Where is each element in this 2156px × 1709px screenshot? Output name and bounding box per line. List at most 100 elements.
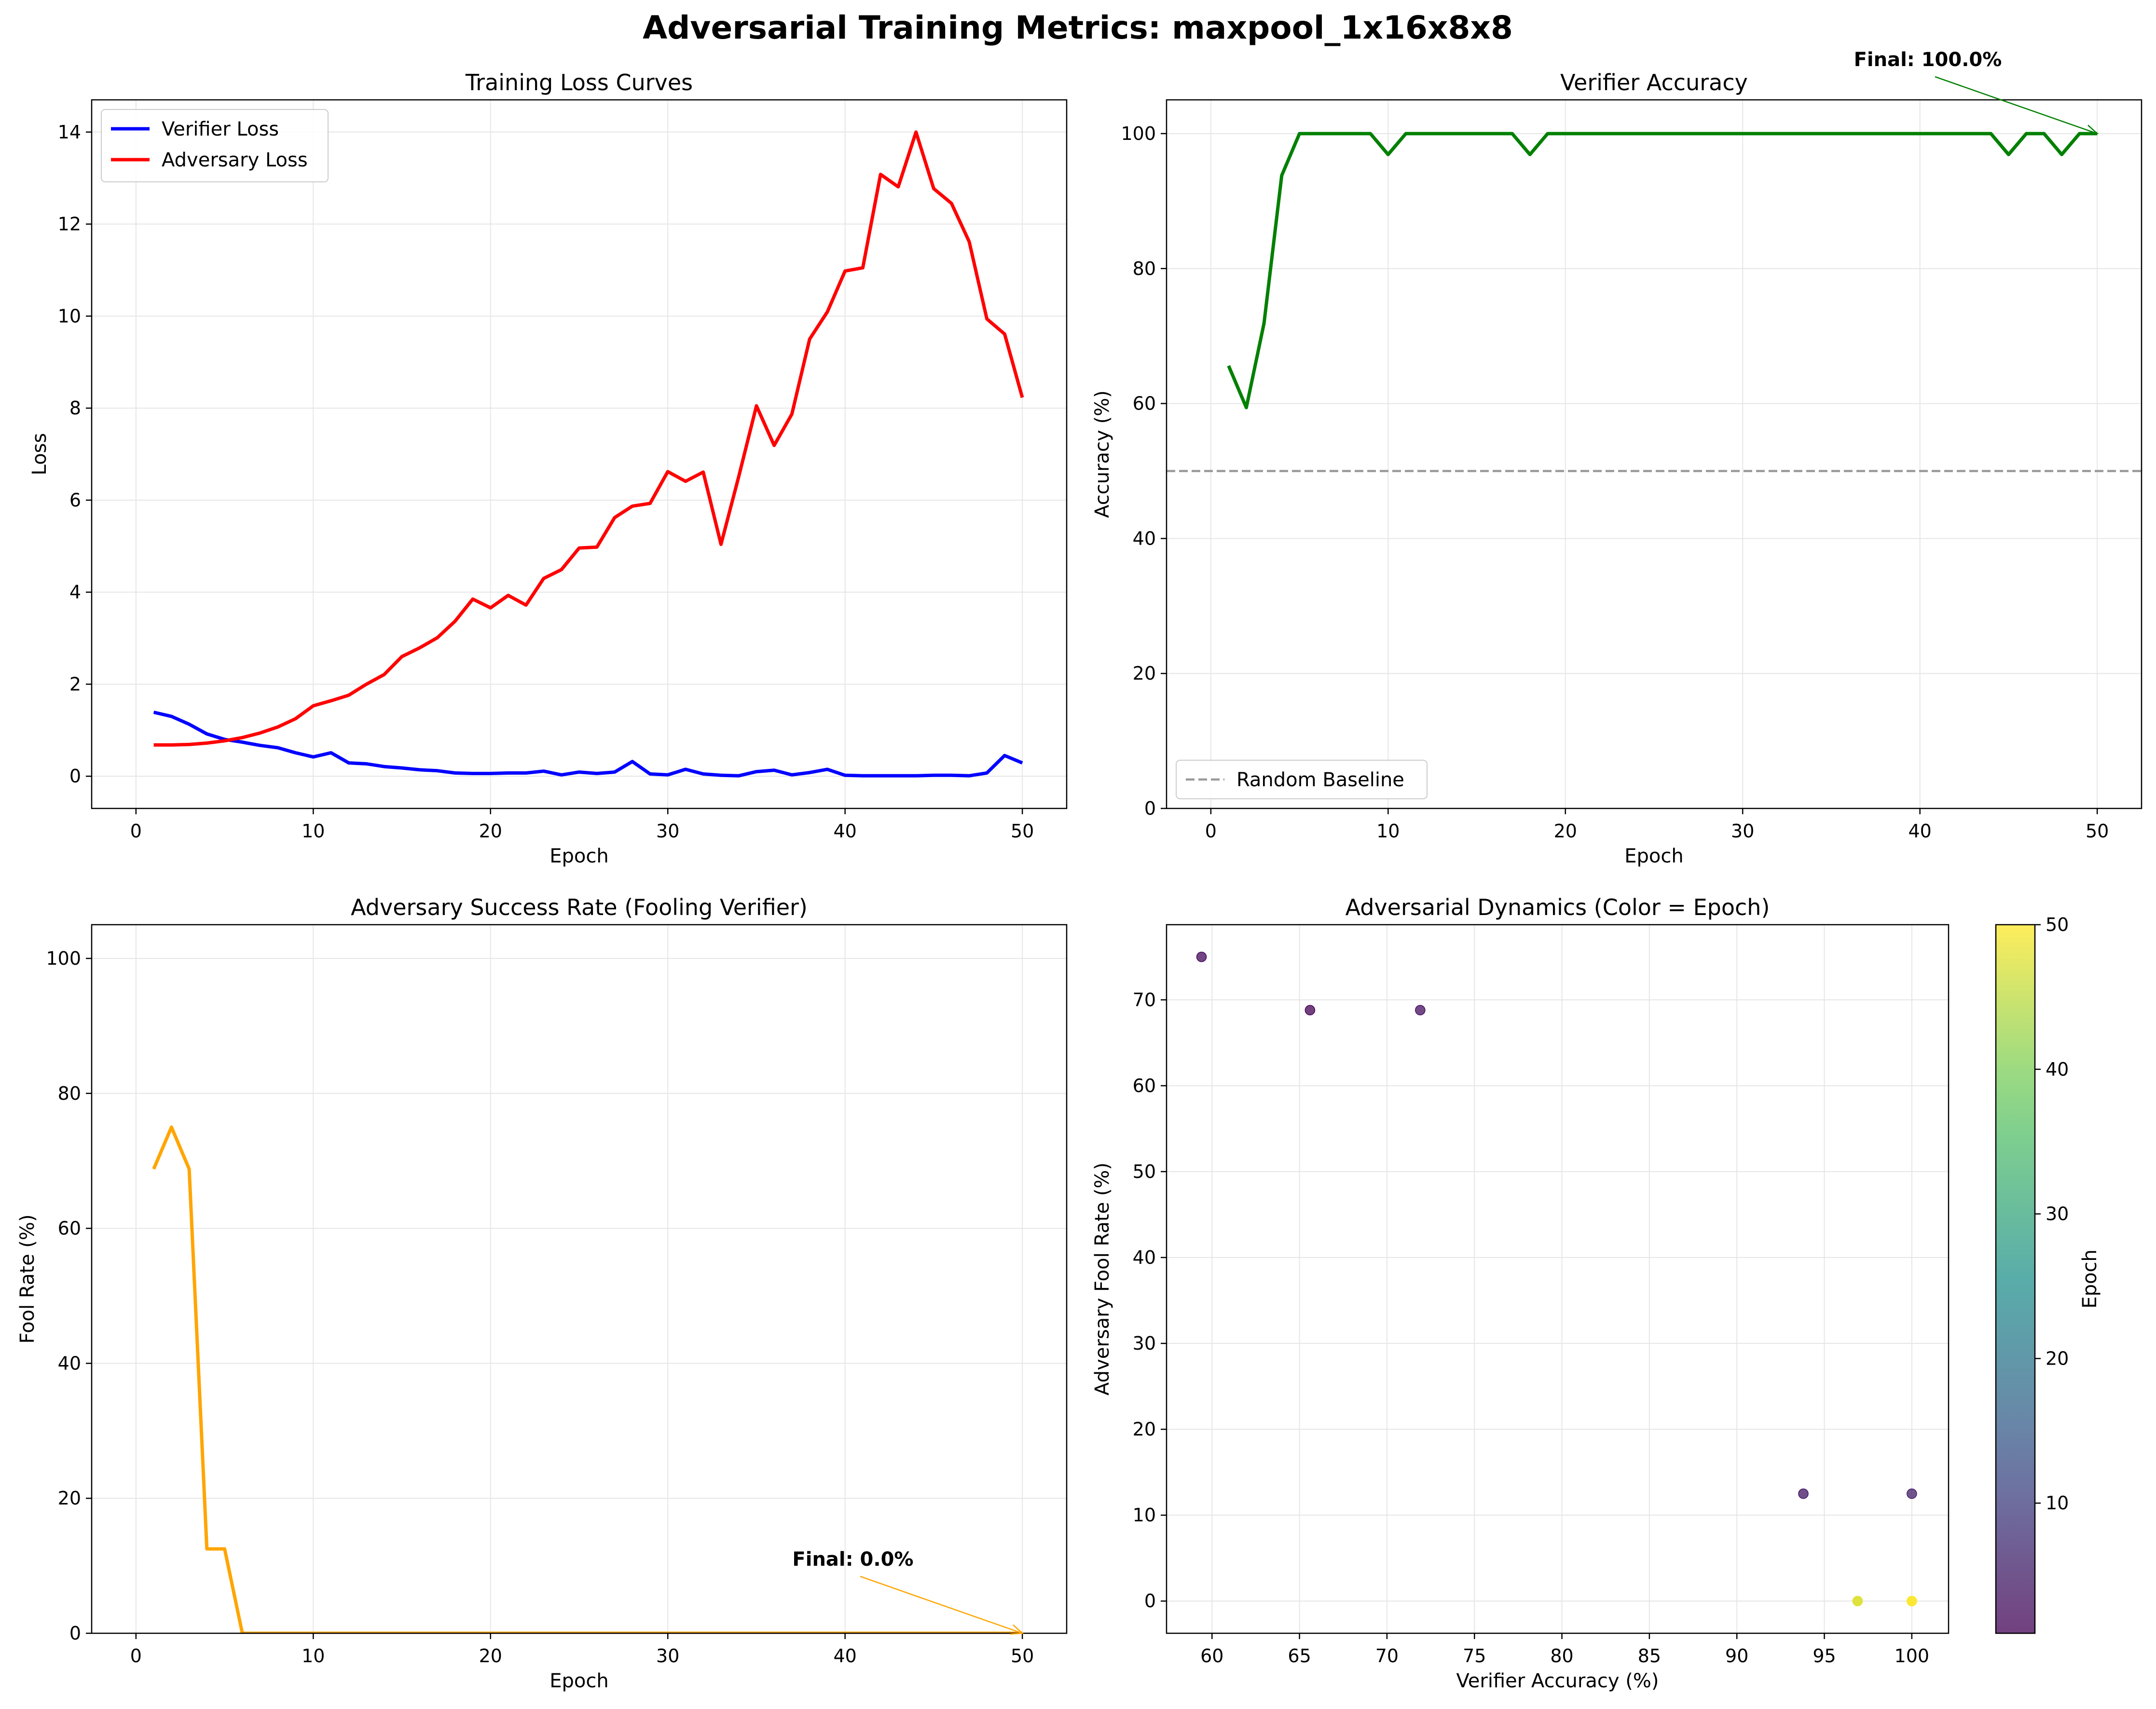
legend-box (101, 109, 329, 182)
y-tick-label: 0 (69, 766, 81, 787)
annotation-arrowhead (2085, 124, 2099, 135)
x-tick-label: 30 (1731, 820, 1754, 842)
y-tick-label: 0 (1144, 1590, 1156, 1612)
y-tick-label: 10 (58, 305, 81, 327)
y-tick-label: 0 (69, 1623, 81, 1644)
colorbar-tick-label: 50 (2046, 914, 2069, 935)
y-tick-label: 0 (1144, 798, 1156, 819)
plot-area (1196, 952, 1917, 1606)
y-tick-label: 8 (69, 397, 81, 419)
x-tick-label: 10 (302, 820, 325, 842)
x-tick-label: 100 (1895, 1645, 1930, 1667)
chart-title: Training Loss Curves (465, 69, 693, 96)
scatter-point (1415, 1005, 1426, 1015)
plot-area (1167, 132, 2142, 472)
legend-box (1176, 760, 1428, 799)
y-tick-label: 40 (1133, 528, 1156, 549)
y-tick-label: 100 (46, 948, 81, 969)
chart-panel-3: 0 10 20 30 40 50 0 20 40 60 80 100 Adversary Success… (16, 894, 1068, 1692)
chart-title: Adversary Success Rate (Fooling Verifier… (351, 894, 808, 920)
x-axis-label: Epoch (549, 1670, 608, 1692)
y-tick-label: 40 (58, 1353, 81, 1374)
y-axis-label: Accuracy (%) (1091, 390, 1113, 518)
y-tick-label: 60 (1133, 1075, 1156, 1096)
y-tick-label: 60 (58, 1218, 81, 1239)
legend-label: Verifier Loss (162, 118, 279, 140)
colorbar-tick-label: 20 (2046, 1348, 2069, 1369)
chart-title: Adversarial Dynamics (Color = Epoch) (1346, 894, 1770, 920)
x-tick-label: 20 (1554, 820, 1577, 842)
x-tick-label: 90 (1725, 1645, 1748, 1667)
x-tick-label: 40 (834, 820, 857, 842)
y-tick-label: 2 (69, 673, 81, 695)
y-axis-label: Fool Rate (%) (16, 1214, 39, 1343)
x-axis-label: Verifier Accuracy (%) (1456, 1670, 1659, 1692)
axes-frame (91, 99, 1068, 809)
chart-panel-2: 0 10 20 30 40 50 0 20 40 60 80 100 Verifier Accuracy… (1091, 49, 2142, 867)
chart-panel-1: 0 10 20 30 40 50 0 2 4 6 8 10 12 14 Training Loss Curv… (28, 69, 1068, 867)
x-axis-label: Epoch (1624, 845, 1683, 867)
x-axis-label: Epoch (549, 845, 608, 867)
y-tick-label: 20 (58, 1488, 81, 1509)
y-tick-label: 40 (1133, 1247, 1156, 1268)
y-axis-label: Adversary Fool Rate (%) (1091, 1162, 1113, 1395)
y-axis-label: Loss (28, 433, 51, 476)
x-tick-label: 80 (1550, 1645, 1573, 1667)
x-tick-label: 20 (479, 820, 502, 842)
scatter-point (1907, 1488, 1917, 1499)
legend-label: Random Baseline (1236, 769, 1404, 791)
annotation-label: Final: 100.0% (1854, 49, 2002, 71)
colorbar-label: Epoch (2079, 1249, 2101, 1308)
axes-frame (91, 924, 1068, 1634)
y-tick-label: 70 (1133, 989, 1156, 1011)
scatter-point (1852, 1596, 1863, 1606)
scatter-point (1798, 1488, 1809, 1499)
y-tick-label: 20 (1133, 663, 1156, 684)
x-tick-label: 50 (1011, 1645, 1034, 1667)
y-tick-label: 12 (58, 214, 81, 235)
plot-area (153, 130, 1024, 778)
axes-frame (1166, 924, 1950, 1634)
colorbar-tick-label: 40 (2046, 1059, 2069, 1080)
x-tick-label: 10 (1376, 820, 1400, 842)
x-tick-label: 50 (1011, 820, 1034, 842)
legend: Random Baseline (1176, 760, 1428, 799)
series-line-verifier-loss (153, 711, 1023, 778)
chart-title: Verifier Accuracy (1560, 69, 1748, 96)
x-tick-label: 70 (1375, 1645, 1399, 1667)
x-tick-label: 50 (2086, 820, 2109, 842)
y-tick-label: 80 (1133, 258, 1156, 279)
figure-title: Adversarial Training Metrics: maxpool_1x… (643, 9, 1513, 46)
colorbar-tick-label: 10 (2046, 1492, 2069, 1514)
x-tick-label: 60 (1200, 1645, 1223, 1667)
y-tick-label: 4 (69, 582, 81, 603)
x-tick-label: 65 (1288, 1645, 1311, 1667)
x-tick-label: 0 (130, 1645, 142, 1667)
legend-label: Adversary Loss (162, 149, 308, 171)
scatter-point (1907, 1596, 1917, 1606)
annotation-arrow (860, 1575, 1023, 1634)
y-tick-label: 6 (69, 490, 81, 511)
legend: Verifier Loss Adversary Loss (101, 109, 329, 182)
colorbar (1995, 924, 2036, 1634)
x-tick-label: 40 (834, 1645, 857, 1667)
x-tick-label: 10 (302, 1645, 325, 1667)
series-line-adversary-loss (153, 130, 1024, 747)
y-tick-label: 100 (1121, 123, 1156, 144)
scatter-point (1196, 952, 1207, 962)
x-tick-label: 0 (1205, 820, 1217, 842)
y-tick-label: 30 (1133, 1333, 1156, 1354)
x-tick-label: 75 (1463, 1645, 1486, 1667)
y-tick-label: 10 (1133, 1504, 1156, 1526)
y-tick-label: 60 (1133, 393, 1156, 414)
y-tick-label: 50 (1133, 1161, 1156, 1182)
colorbar-tick-label: 30 (2046, 1203, 2069, 1225)
annotation-arrowhead (1010, 1624, 1024, 1635)
chart-panel-4: 60 65 70 75 80 85 90 95 100 0 10 20 30 40 50 60 70 Advers… (1091, 894, 2101, 1692)
annotation-label: Final: 0.0% (792, 1548, 913, 1571)
x-tick-label: 20 (479, 1645, 502, 1667)
x-tick-label: 40 (1909, 820, 1932, 842)
x-tick-label: 95 (1813, 1645, 1836, 1667)
scatter-point (1305, 1005, 1316, 1015)
